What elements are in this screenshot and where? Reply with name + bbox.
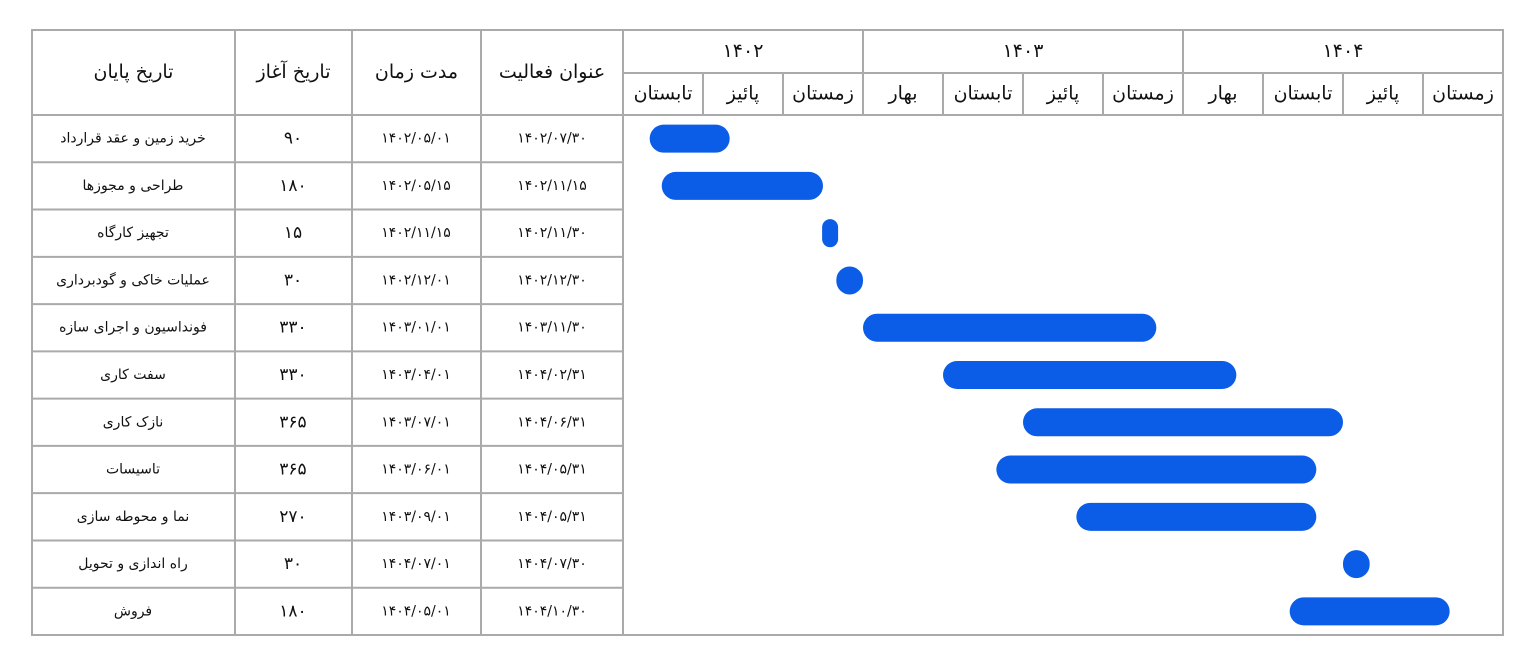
task-bar [661, 171, 823, 200]
season-label: زمستان [1112, 83, 1174, 105]
column-header: مدت زمان [375, 61, 458, 83]
end-date: ۱۴۰۲/۱۱/۳۰ [517, 225, 587, 241]
task-bar [822, 219, 839, 248]
start-date: ۱۴۰۲/۱۱/۱۵ [381, 225, 451, 241]
season-label: پائیز [1366, 83, 1400, 105]
duration: ۳۳۰ [279, 318, 306, 338]
duration: ۱۸۰ [279, 601, 306, 621]
start-date: ۱۴۰۲/۱۲/۰۱ [381, 272, 451, 288]
activity-title: راه اندازی و تحویل [78, 556, 188, 572]
year-label: ۱۴۰۲ [723, 40, 764, 62]
task-bar [1023, 408, 1343, 437]
activity-title: فروش [114, 603, 152, 619]
activity-title: فونداسیون و اجرای سازه [59, 320, 207, 336]
start-date: ۱۴۰۳/۰۴/۰۱ [381, 367, 451, 383]
start-date: ۱۴۰۴/۰۵/۰۱ [381, 603, 451, 619]
task-bar [1343, 550, 1370, 579]
start-date: ۱۴۰۳/۰۱/۰۱ [381, 320, 451, 336]
season-label: تابستان [1274, 83, 1333, 105]
task-bar [649, 124, 730, 153]
end-date: ۱۴۰۲/۱۲/۳۰ [517, 272, 587, 288]
task-bar [836, 266, 863, 295]
season-label: زمستان [1432, 83, 1494, 105]
activity-title: نازک کاری [103, 414, 164, 430]
start-date: ۱۴۰۲/۰۵/۱۵ [381, 178, 451, 194]
activity-title: عملیات خاکی و گودبرداری [56, 271, 210, 288]
column-header: تاریخ پایان [94, 61, 174, 83]
duration: ۳۰ [284, 270, 302, 290]
year-label: ۱۴۰۴ [1323, 40, 1364, 62]
duration: ۳۶۵ [279, 460, 306, 480]
task-bar [943, 361, 1237, 389]
duration: ۲۷۰ [279, 507, 306, 527]
duration: ۳۳۰ [279, 365, 306, 385]
year-label: ۱۴۰۳ [1003, 40, 1044, 62]
activity-title: تاسیسات [106, 462, 160, 478]
duration: ۱۵ [284, 223, 302, 243]
end-date: ۱۴۰۲/۰۷/۳۰ [517, 131, 587, 147]
start-date: ۱۴۰۳/۰۶/۰۱ [381, 462, 451, 478]
season-label: تابستان [954, 83, 1013, 105]
end-date: ۱۴۰۴/۰۷/۳۰ [517, 556, 587, 572]
start-date: ۱۴۰۳/۰۹/۰۱ [381, 509, 451, 525]
end-date: ۱۴۰۲/۱۱/۱۵ [517, 178, 587, 194]
season-label: زمستان [792, 83, 854, 105]
task-bar [1289, 597, 1450, 626]
season-label: بهار [1207, 83, 1237, 105]
table-border [31, 29, 1504, 636]
activity-title: نما و محوطه سازی [77, 509, 190, 525]
season-label: پائیز [1046, 83, 1080, 105]
duration: ۳۶۵ [279, 412, 306, 432]
start-date: ۱۴۰۴/۰۷/۰۱ [381, 556, 451, 572]
column-header: عنوان فعالیت [499, 61, 605, 83]
column-header: تاریخ آغاز [255, 59, 330, 83]
task-bar [1076, 502, 1317, 531]
season-label: تابستان [634, 83, 693, 105]
end-date: ۱۴۰۴/۰۵/۳۱ [517, 509, 587, 525]
start-date: ۱۴۰۲/۰۵/۰۱ [381, 131, 451, 147]
task-bar [996, 455, 1317, 484]
season-label: پائیز [726, 83, 760, 105]
end-date: ۱۴۰۳/۱۱/۳۰ [517, 320, 587, 336]
activity-title: خرید زمین و عقد قرارداد [60, 131, 206, 147]
end-date: ۱۴۰۴/۰۵/۳۱ [517, 462, 587, 478]
end-date: ۱۴۰۴/۰۲/۳۱ [517, 367, 587, 383]
duration: ۹۰ [284, 129, 302, 149]
activity-title: طراحی و مجوزها [83, 178, 184, 194]
activity-title: تجهیز کارگاه [97, 224, 169, 241]
start-date: ۱۴۰۳/۰۷/۰۱ [381, 414, 451, 430]
activity-title: سفت کاری [100, 367, 166, 383]
duration: ۳۰ [284, 554, 302, 574]
end-date: ۱۴۰۴/۰۶/۳۱ [517, 414, 587, 430]
duration: ۱۸۰ [279, 176, 306, 196]
season-label: بهار [887, 83, 917, 105]
task-bar [863, 313, 1157, 342]
end-date: ۱۴۰۴/۱۰/۳۰ [517, 603, 587, 619]
